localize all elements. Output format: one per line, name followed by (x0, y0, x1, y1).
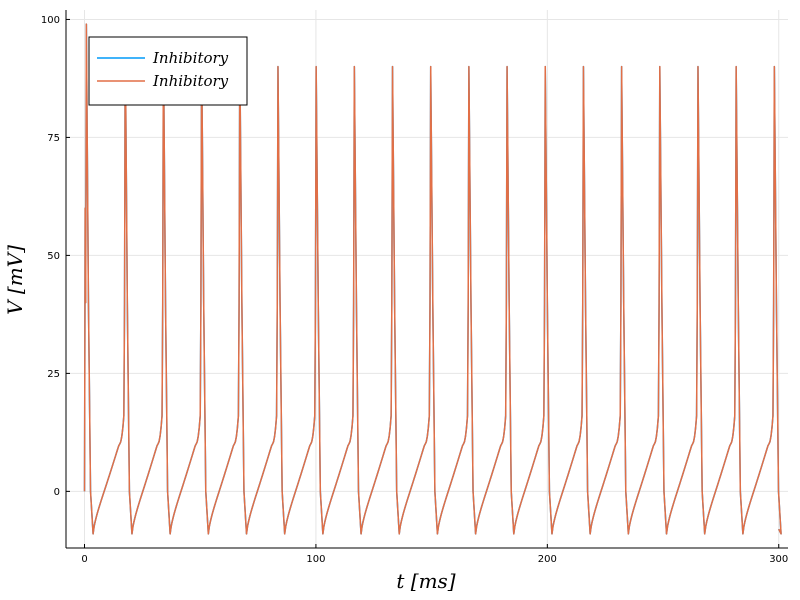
x-tick-label: 200 (538, 554, 557, 565)
series-line-2 (83, 23, 782, 535)
y-tick-label: 75 (47, 133, 60, 144)
x-axis-label: t [ms] (396, 569, 455, 593)
y-axis-label: V [mV] (3, 245, 27, 315)
legend-label-2: Inhibitory (152, 72, 229, 90)
y-tick-label: 50 (47, 251, 60, 262)
x-tick-label: 0 (81, 554, 87, 565)
y-tick-label: 100 (41, 15, 60, 26)
legend: Inhibitory Inhibitory (88, 36, 248, 106)
y-tick-label: 25 (47, 369, 60, 380)
series-layer (83, 23, 782, 535)
y-tick-label: 0 (54, 487, 60, 498)
x-tick-label: 100 (306, 554, 325, 565)
legend-box (88, 36, 248, 106)
legend-label-1: Inhibitory (152, 49, 229, 67)
axes: 0 100 200 300 0 25 50 75 100 (41, 10, 788, 565)
x-tick-label: 300 (769, 554, 788, 565)
